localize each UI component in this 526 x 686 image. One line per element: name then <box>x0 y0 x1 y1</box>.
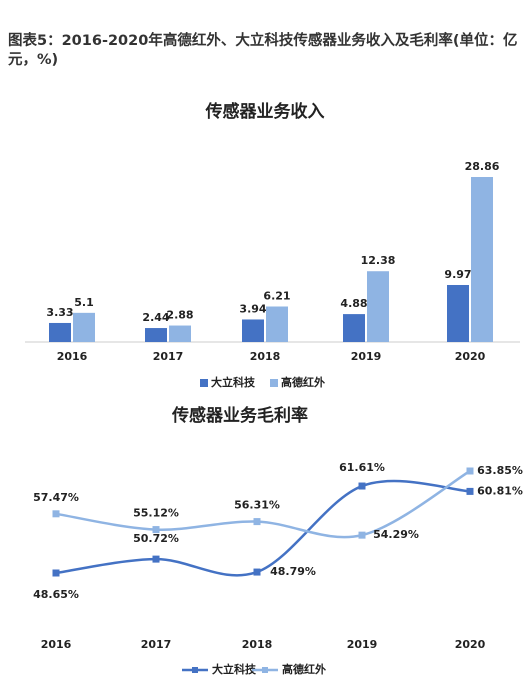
data-label: 3.94 <box>239 302 266 315</box>
marker <box>253 518 261 526</box>
data-label: 48.65% <box>33 588 79 601</box>
legend-label: 大立科技 <box>211 375 256 389</box>
data-label: 9.97 <box>444 268 471 281</box>
x-tick-label: 2018 <box>242 638 273 651</box>
marker <box>466 467 474 475</box>
legend-swatch <box>270 379 278 387</box>
legend-label: 高德红外 <box>281 375 325 389</box>
bar <box>343 314 365 342</box>
marker <box>358 531 366 539</box>
marker <box>52 569 60 577</box>
x-tick-label: 2017 <box>153 350 184 363</box>
x-tick-label: 2019 <box>347 638 378 651</box>
marker <box>152 555 160 563</box>
legend-label: 大立科技 <box>212 662 257 676</box>
bar <box>73 312 95 342</box>
marker <box>466 487 474 495</box>
bar <box>49 322 71 342</box>
data-label: 6.21 <box>263 289 290 302</box>
data-label: 60.81% <box>477 484 523 497</box>
data-label: 48.79% <box>270 565 316 578</box>
data-label: 54.29% <box>373 528 419 541</box>
marker <box>358 482 366 490</box>
data-label: 56.31% <box>234 499 280 512</box>
x-tick-label: 2017 <box>141 638 172 651</box>
marker <box>253 568 261 576</box>
x-tick-label: 2018 <box>250 350 281 363</box>
legend-label: 高德红外 <box>282 662 326 676</box>
x-tick-label: 2016 <box>41 638 72 651</box>
legend-marker <box>262 667 268 673</box>
chart-title: 传感器业务收入 <box>205 101 325 122</box>
data-label: 5.1 <box>74 296 94 309</box>
x-tick-label: 2020 <box>455 638 486 651</box>
data-label: 50.72% <box>133 532 179 545</box>
data-label: 4.88 <box>340 297 367 310</box>
bar <box>242 319 264 342</box>
data-label: 2.88 <box>166 309 193 322</box>
marker <box>52 510 60 518</box>
bar <box>169 325 191 342</box>
data-label: 28.86 <box>465 160 500 173</box>
data-label: 57.47% <box>33 491 79 504</box>
data-label: 63.85% <box>477 464 523 477</box>
x-tick-label: 2019 <box>351 350 382 363</box>
bar <box>145 328 167 342</box>
x-tick-label: 2016 <box>57 350 88 363</box>
legend-marker <box>192 667 198 673</box>
figure-title: 图表5：2016-2020年高德红外、大立科技传感器业务收入及毛利率(单位：亿元… <box>8 33 518 68</box>
data-label: 61.61% <box>339 461 385 474</box>
data-label: 12.38 <box>361 254 396 267</box>
bar <box>471 177 493 342</box>
x-tick-label: 2020 <box>455 350 486 363</box>
marker <box>152 526 160 534</box>
legend-swatch <box>200 379 208 387</box>
bar <box>266 306 288 342</box>
chart-title: 传感器业务毛利率 <box>171 405 308 426</box>
data-label: 55.12% <box>133 507 179 520</box>
bar <box>367 271 389 342</box>
data-label: 3.33 <box>46 306 73 319</box>
data-label: 2.44 <box>142 311 169 324</box>
bar <box>447 284 469 342</box>
